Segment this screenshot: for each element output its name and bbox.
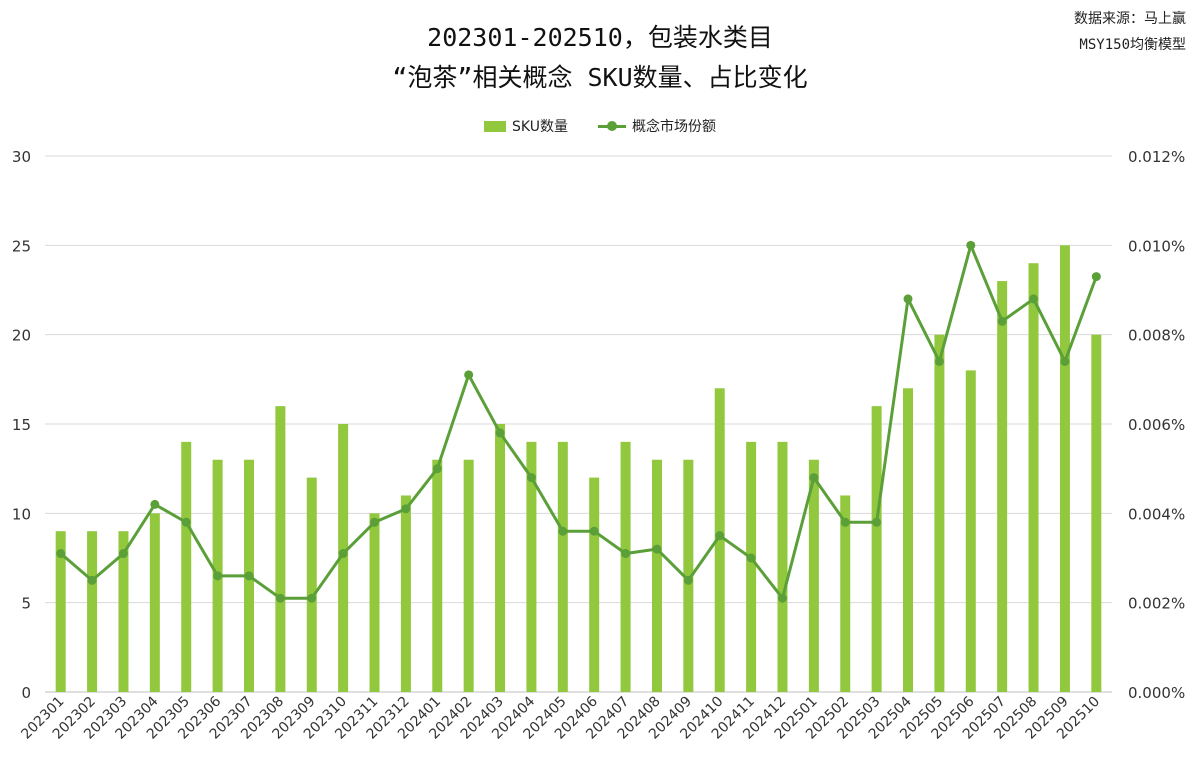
- share-point: [150, 499, 160, 509]
- sku-bar: [432, 459, 443, 692]
- line-series: [56, 240, 1101, 603]
- legend-label-share: 概念市场份额: [631, 119, 716, 135]
- bar-series: [55, 245, 1102, 693]
- share-point: [1091, 272, 1101, 282]
- sku-bar: [1059, 245, 1070, 693]
- sku-bar: [997, 281, 1008, 692]
- sku-bar: [871, 406, 882, 692]
- right-tick-label: 0.000%: [1128, 684, 1185, 702]
- x-axis: 2023012023022023032023042023052023062023…: [18, 693, 1103, 742]
- sku-bar: [55, 531, 66, 692]
- share-point: [966, 240, 976, 250]
- sku-bar: [526, 441, 537, 692]
- share-point: [432, 464, 442, 474]
- share-point: [213, 571, 223, 581]
- chart-title-line2: “泡茶”相关概念 SKU数量、占比变化: [392, 63, 808, 92]
- sku-bar: [934, 334, 945, 692]
- right-tick-label: 0.008%: [1128, 327, 1185, 345]
- share-point: [526, 473, 536, 483]
- left-tick-label: 15: [12, 416, 31, 434]
- share-point: [307, 593, 317, 603]
- sku-bar: [808, 459, 819, 692]
- legend-item-share: 概念市场份额: [597, 116, 716, 136]
- share-point: [809, 473, 819, 483]
- legend-label-sku: SKU数量: [512, 119, 568, 135]
- share-point: [464, 370, 474, 380]
- share-point: [401, 504, 411, 514]
- sku-bar: [495, 424, 506, 692]
- sku-bar: [400, 495, 411, 692]
- sku-bar: [589, 477, 600, 692]
- legend-item-sku: SKU数量: [484, 116, 568, 136]
- left-tick-label: 0: [21, 684, 31, 702]
- share-point: [181, 517, 191, 527]
- sku-bar: [965, 370, 976, 692]
- left-tick-label: 20: [12, 327, 31, 345]
- left-tick-label: 10: [12, 505, 31, 523]
- sku-bar: [746, 441, 757, 692]
- share-point: [621, 549, 631, 559]
- sku-bar: [369, 513, 380, 692]
- right-y-axis: 0.000% 0.002% 0.004% 0.006% 0.008% 0.010% 0.01…: [1128, 148, 1185, 702]
- left-tick-label: 25: [12, 237, 31, 255]
- sku-bar: [620, 441, 631, 692]
- sku-bar: [275, 406, 286, 692]
- sku-bar: [1091, 334, 1102, 692]
- chart-title-line1: 202301-202510，包装水类目: [427, 23, 773, 52]
- share-point: [56, 549, 66, 559]
- sku-bar: [306, 477, 317, 692]
- legend-line-swatch: [597, 120, 626, 132]
- sku-bar: [181, 441, 192, 692]
- sku-bar: [1028, 263, 1039, 692]
- share-point: [495, 428, 505, 438]
- share-point: [244, 571, 254, 581]
- share-point: [872, 517, 882, 527]
- left-y-axis: 0 5 10 15 20 25 30: [12, 148, 31, 702]
- right-tick-label: 0.010%: [1128, 237, 1185, 255]
- share-point: [275, 593, 285, 603]
- gridlines: [45, 155, 1112, 693]
- data-source-label: 数据来源：马上赢: [1074, 11, 1186, 27]
- share-point: [370, 517, 380, 527]
- sku-bar: [840, 495, 851, 692]
- right-tick-label: 0.004%: [1128, 505, 1185, 523]
- share-point: [1029, 294, 1039, 304]
- right-tick-label: 0.002%: [1128, 595, 1185, 613]
- sku-bar: [651, 459, 662, 692]
- share-point: [840, 517, 850, 527]
- share-point: [338, 549, 348, 559]
- share-point: [715, 531, 725, 541]
- sku-bar: [557, 441, 568, 692]
- left-tick-label: 5: [21, 595, 31, 613]
- share-point: [903, 294, 913, 304]
- share-point: [589, 526, 599, 536]
- model-label: MSY150均衡模型: [1079, 37, 1186, 53]
- share-point: [118, 549, 128, 559]
- share-point: [746, 553, 756, 563]
- share-point: [87, 575, 97, 585]
- share-point: [997, 316, 1007, 326]
- sku-bar: [463, 459, 474, 692]
- share-point: [934, 356, 944, 366]
- share-point: [1060, 356, 1070, 366]
- share-point: [652, 544, 662, 554]
- sku-bar: [903, 388, 914, 692]
- share-point: [683, 575, 693, 585]
- chart-legend: SKU数量 概念市场份额: [0, 116, 1200, 136]
- right-tick-label: 0.006%: [1128, 416, 1185, 434]
- right-tick-label: 0.012%: [1128, 148, 1185, 166]
- left-tick-label: 30: [12, 148, 31, 166]
- sku-bar: [777, 441, 788, 692]
- share-point: [777, 593, 787, 603]
- share-point: [558, 526, 568, 536]
- share-line: [59, 243, 1098, 600]
- sku-bar: [118, 531, 129, 692]
- sku-bar: [87, 531, 98, 692]
- sku-bar: [149, 513, 160, 692]
- legend-bar-swatch: [484, 120, 507, 132]
